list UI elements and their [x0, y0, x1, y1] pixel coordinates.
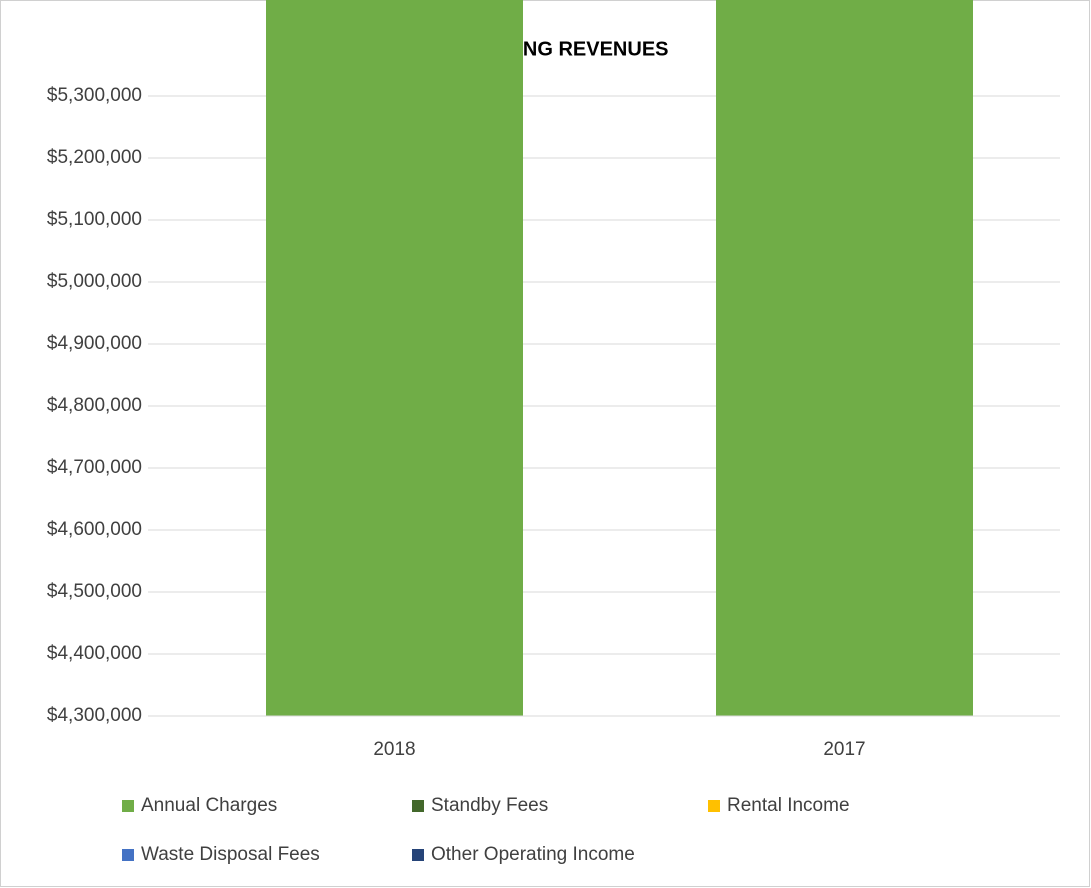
- y-tick-label: $4,500,000: [47, 581, 142, 602]
- y-tick-label: $4,800,000: [47, 395, 142, 416]
- legend-swatch: [122, 800, 134, 812]
- legend-swatch: [122, 849, 134, 861]
- bar-segment: [266, 0, 523, 716]
- legend-swatch: [412, 800, 424, 812]
- y-tick-label: $4,300,000: [47, 705, 142, 726]
- y-tick-label: $4,600,000: [47, 519, 142, 540]
- x-tick-label: 2018: [373, 739, 415, 760]
- y-tick-label: $5,100,000: [47, 209, 142, 230]
- legend-label: Waste Disposal Fees: [141, 844, 320, 865]
- y-tick-label: $5,000,000: [47, 271, 142, 292]
- y-tick-label: $5,300,000: [47, 85, 142, 106]
- x-tick-label: 2017: [823, 739, 865, 760]
- legend-label: Standby Fees: [431, 795, 548, 816]
- legend-swatch: [412, 849, 424, 861]
- legend-label: Annual Charges: [141, 795, 277, 816]
- legend-label: Other Operating Income: [431, 844, 635, 865]
- y-tick-label: $4,700,000: [47, 457, 142, 478]
- legend-swatch: [708, 800, 720, 812]
- y-tick-label: $4,400,000: [47, 643, 142, 664]
- legend-label: Rental Income: [727, 795, 850, 816]
- bar-segment: [716, 0, 973, 716]
- y-tick-label: $4,900,000: [47, 333, 142, 354]
- y-tick-label: $5,200,000: [47, 147, 142, 168]
